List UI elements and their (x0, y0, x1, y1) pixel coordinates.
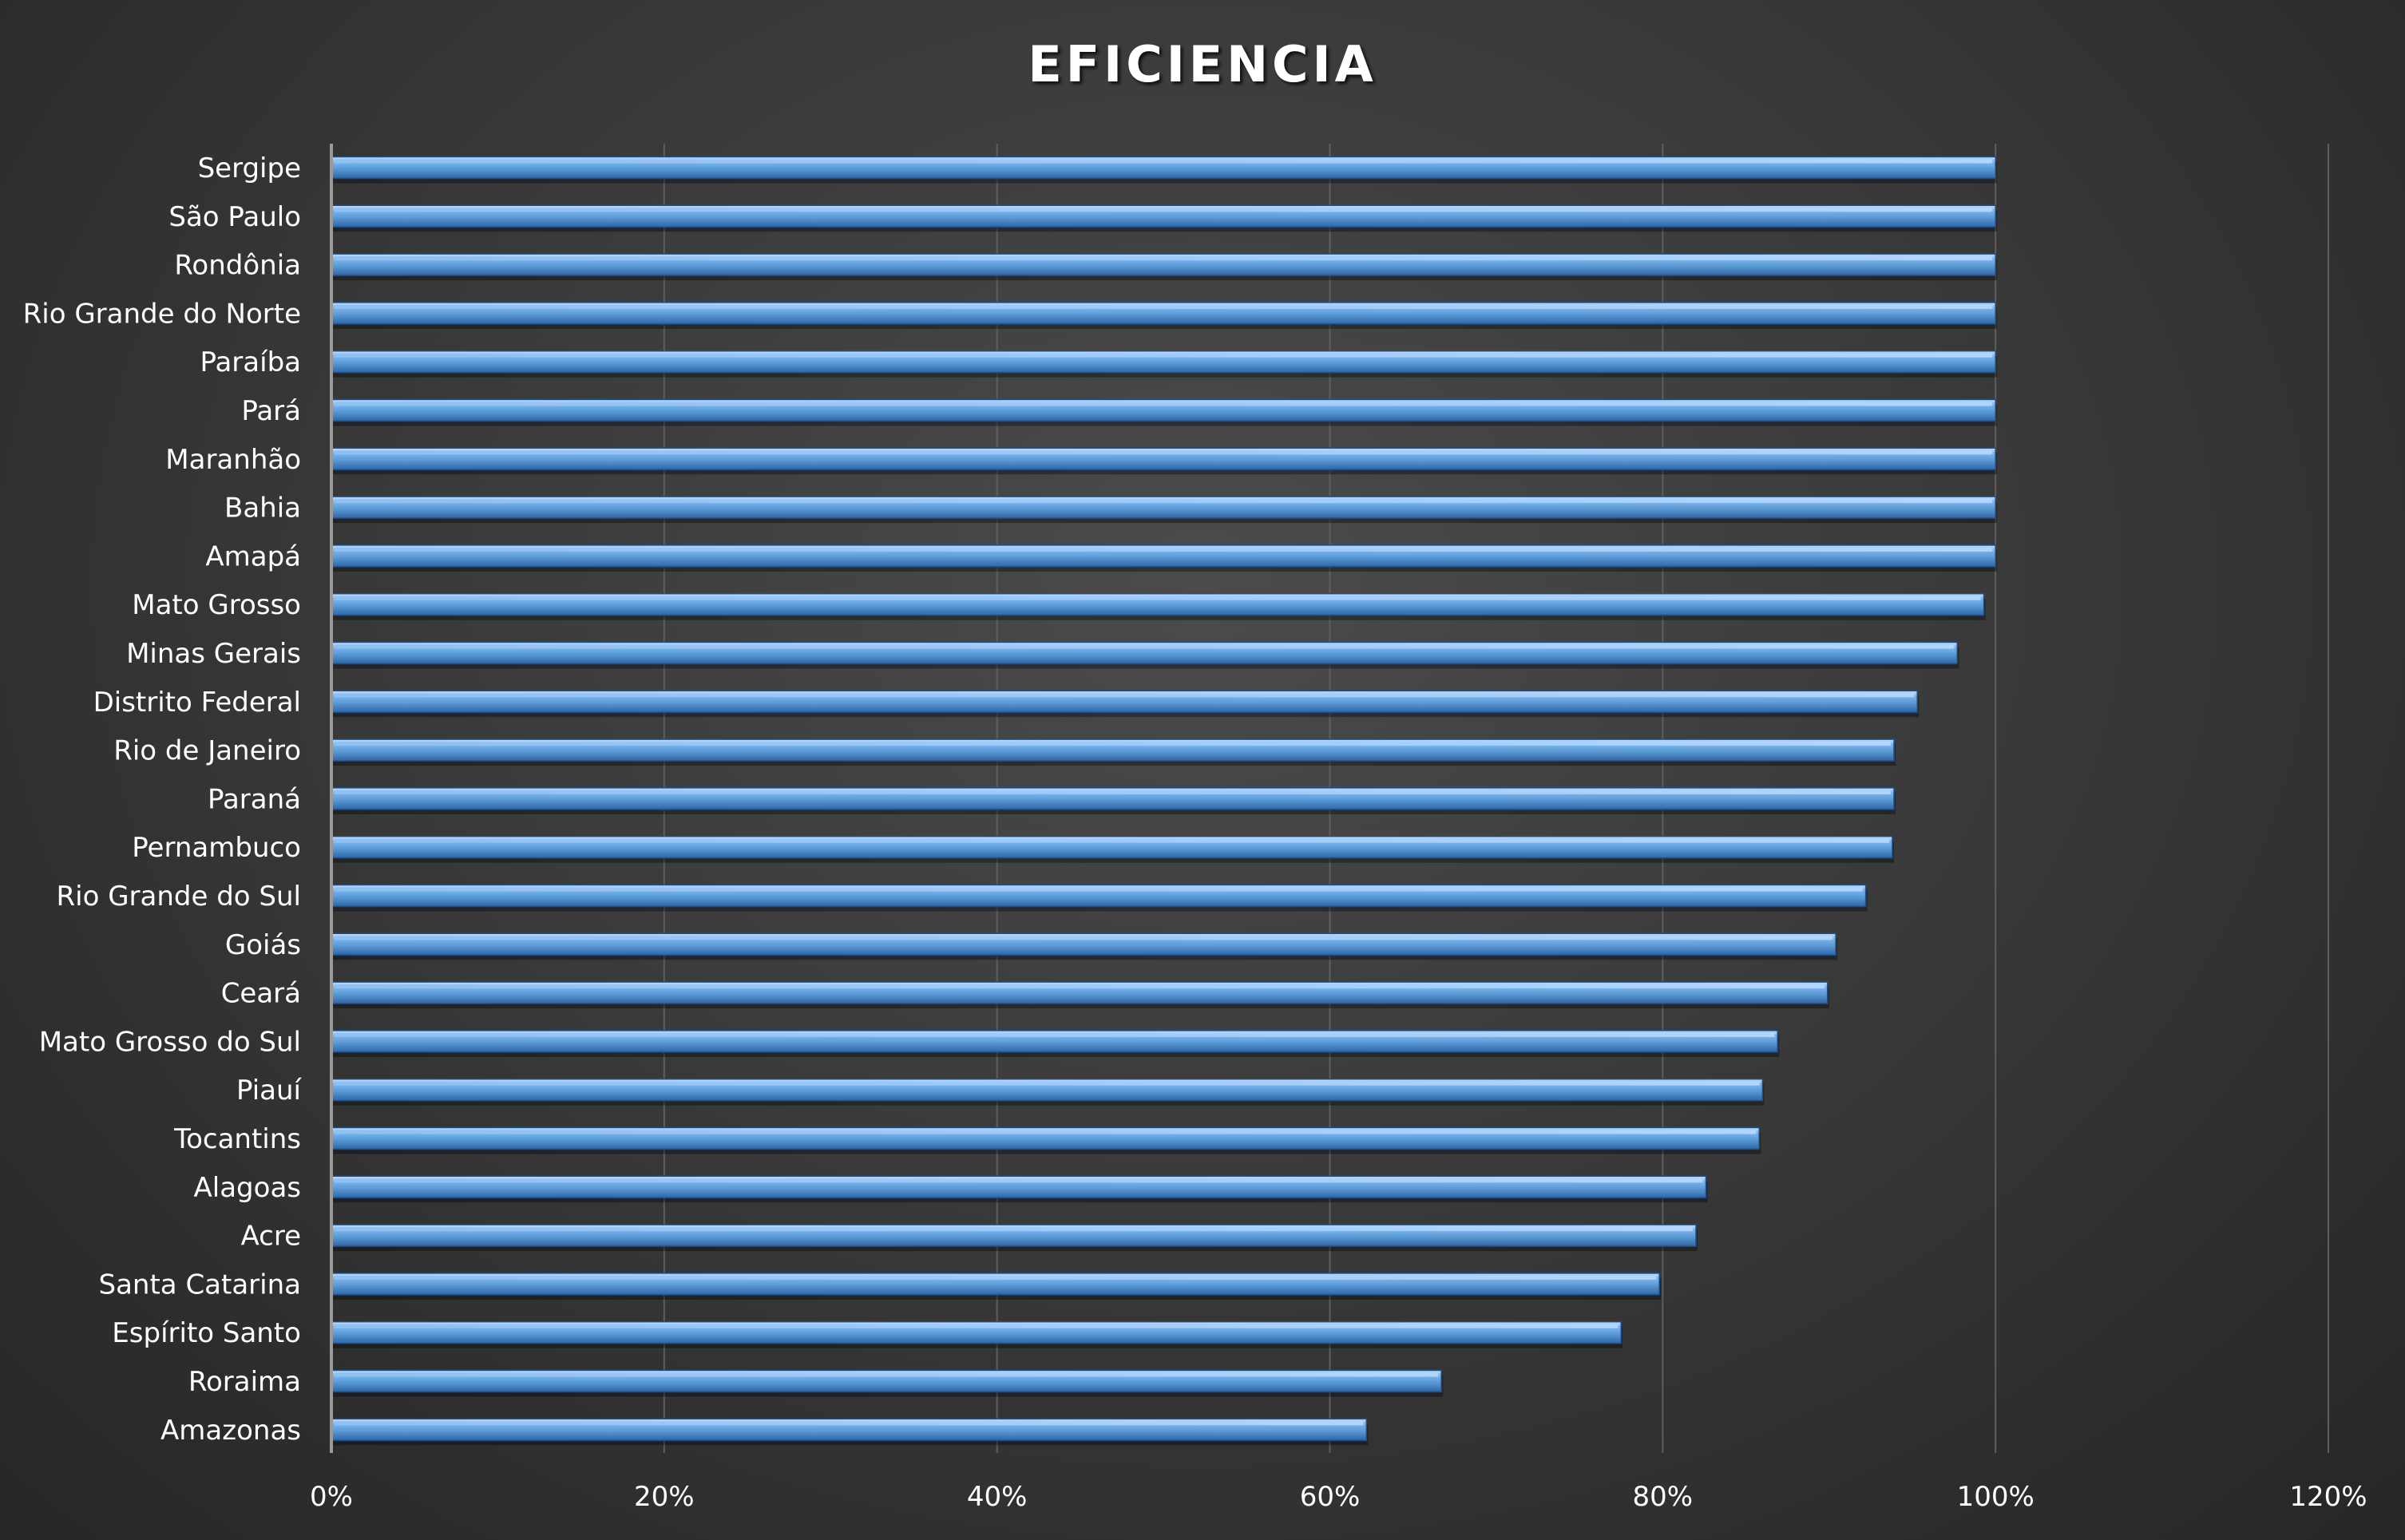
x-tick-labels: 0% 20% 40% 60% 80% 100% 120% (310, 1481, 2367, 1513)
bar-22 (331, 1224, 1698, 1252)
category-label: Rondônia (174, 250, 301, 282)
category-label: Paraná (208, 783, 301, 815)
bar-3 (331, 302, 1998, 329)
x-tick-label: 60% (1300, 1481, 1361, 1513)
bar-0 (331, 156, 1998, 184)
category-label: Rio Grande do Sul (57, 881, 301, 913)
bar-26 (331, 1418, 1369, 1446)
bar-12 (331, 738, 1896, 766)
category-label: Rio de Janeiro (113, 735, 301, 767)
bar-4 (331, 350, 1998, 378)
category-labels: Sergipe São Paulo Rondônia Rio Grande do No… (23, 152, 303, 1447)
category-label: Roraima (188, 1366, 301, 1398)
category-label: Piauí (236, 1075, 303, 1107)
category-label: Minas Gerais (126, 638, 301, 670)
category-label: Amapá (205, 540, 301, 572)
bar-9 (331, 592, 1986, 620)
bar-14 (331, 835, 1894, 863)
bar-2 (331, 253, 1998, 281)
category-label: Ceará (221, 978, 301, 1010)
category-label: Mato Grosso do Sul (39, 1026, 301, 1058)
category-label: Sergipe (198, 152, 301, 184)
category-label: Amazonas (160, 1415, 301, 1447)
bar-7 (331, 496, 1998, 524)
category-label: Alagoas (194, 1172, 301, 1204)
category-label: Espírito Santo (112, 1317, 301, 1349)
bars (331, 156, 1998, 1446)
bar-25 (331, 1369, 1444, 1397)
bar-5 (331, 398, 1998, 426)
bar-21 (331, 1175, 1708, 1203)
bar-20 (331, 1126, 1761, 1154)
x-tick-label: 80% (1633, 1481, 1694, 1513)
bar-18 (331, 1030, 1780, 1057)
bar-23 (331, 1273, 1662, 1300)
category-label: São Paulo (168, 201, 301, 233)
x-tick-label: 0% (310, 1481, 353, 1513)
category-label: Goiás (225, 929, 301, 961)
bar-16 (331, 932, 1838, 960)
bar-6 (331, 447, 1998, 475)
bar-1 (331, 204, 1998, 232)
category-label: Mato Grosso (132, 589, 301, 621)
bar-15 (331, 884, 1868, 912)
category-label: Pará (241, 395, 301, 427)
category-label: Acre (240, 1221, 301, 1253)
x-tick-label: 40% (967, 1481, 1028, 1513)
bar-24 (331, 1320, 1623, 1348)
category-label: Tocantins (173, 1123, 301, 1155)
category-label: Rio Grande do Norte (23, 298, 301, 330)
x-tick-label: 20% (634, 1481, 695, 1513)
category-label: Maranhão (165, 444, 301, 476)
bar-17 (331, 981, 1829, 1009)
x-tick-label: 100% (1957, 1481, 2035, 1513)
category-label: Bahia (224, 493, 301, 525)
x-tick-label: 120% (2289, 1481, 2367, 1513)
category-label: Distrito Federal (93, 687, 301, 719)
bar-13 (331, 787, 1896, 814)
bar-10 (331, 641, 1959, 669)
category-label: Pernambuco (132, 832, 301, 864)
bar-8 (331, 544, 1998, 572)
bar-19 (331, 1078, 1765, 1106)
chart-title: EFICIENCIA (1028, 35, 1377, 93)
category-label: Santa Catarina (99, 1269, 302, 1300)
bar-11 (331, 690, 1920, 718)
category-label: Paraíba (200, 346, 302, 378)
